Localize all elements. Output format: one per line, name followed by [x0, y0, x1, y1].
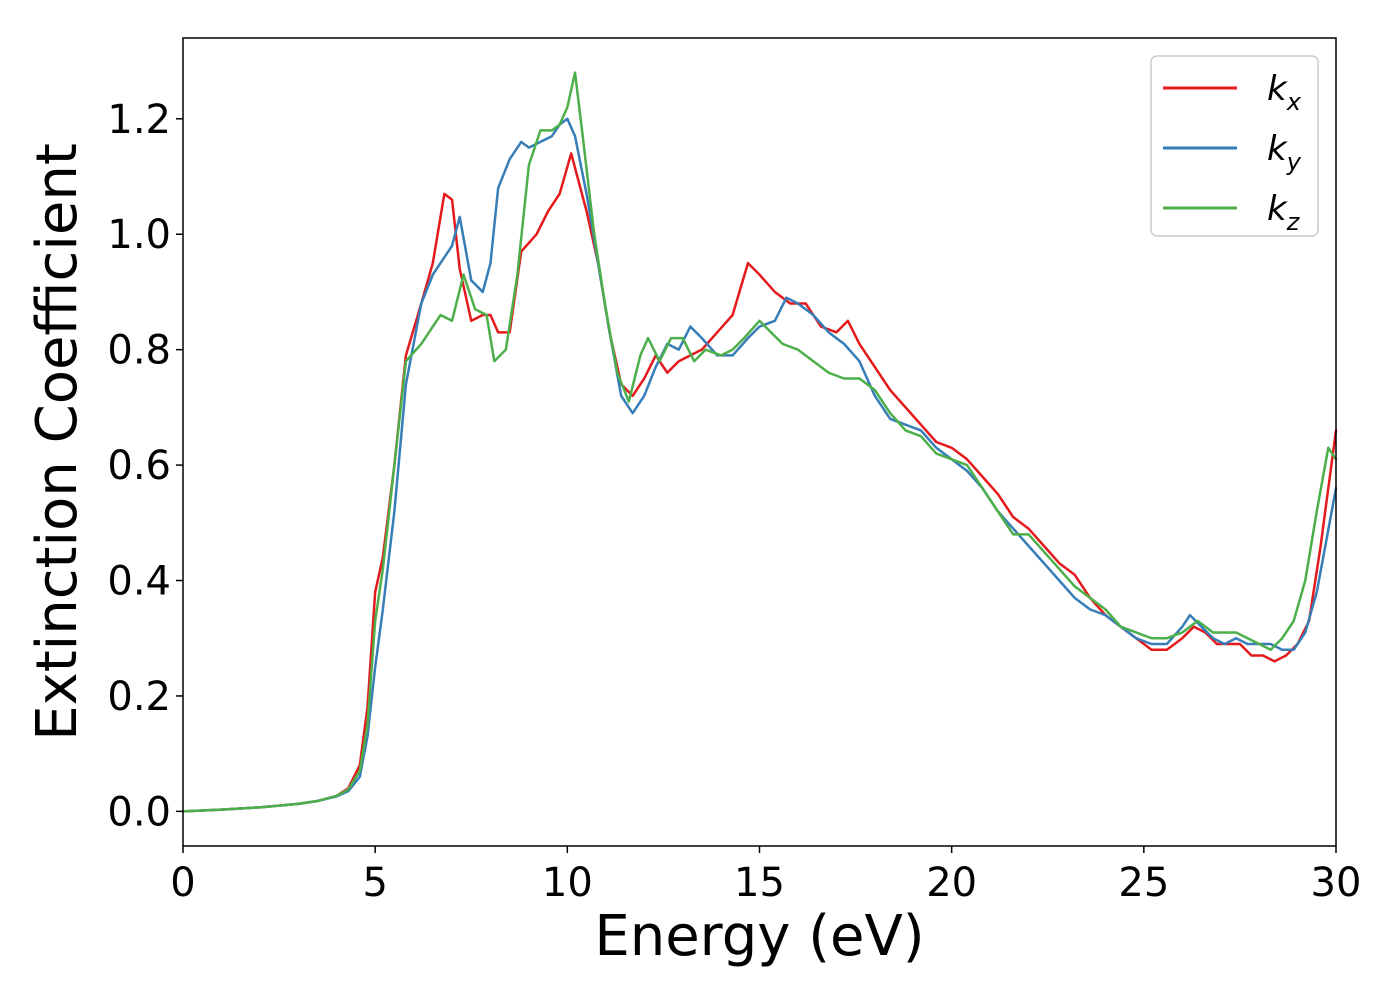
x-tick-label: 0: [170, 860, 195, 906]
x-tick-label: 20: [926, 860, 977, 906]
x-tick-label: 5: [362, 860, 387, 906]
y-tick-label: 0.4: [107, 559, 171, 605]
series-line-x: [181, 152, 1338, 813]
x-tick-label: 15: [734, 860, 785, 906]
y-tick-label: 1.0: [107, 212, 171, 258]
y-tick-label: 0.2: [107, 674, 171, 720]
x-tick-label: 30: [1311, 860, 1362, 906]
x-axis-label: Energy (eV): [594, 904, 924, 969]
series-layer: [181, 71, 1338, 813]
y-axis: 0.0 0.2 0.4 0.6 0.8 1.0 1.2: [107, 97, 183, 835]
y-axis-label: Extinction Coefficient: [25, 143, 90, 741]
x-tick-label: 10: [542, 860, 593, 906]
legend-label-z: kz: [1267, 189, 1301, 236]
y-tick-label: 0.8: [107, 328, 171, 374]
x-tick-label: 25: [1118, 860, 1169, 906]
y-tick-label: 1.2: [107, 97, 171, 143]
series-line-y: [181, 117, 1338, 813]
legend-box: [1150, 55, 1319, 237]
y-tick-label: 0.0: [107, 789, 171, 835]
series-line-z: [181, 71, 1338, 813]
x-axis: 0 5 10 15 20 25 30: [170, 846, 1361, 906]
y-tick-label: 0.6: [107, 443, 171, 489]
